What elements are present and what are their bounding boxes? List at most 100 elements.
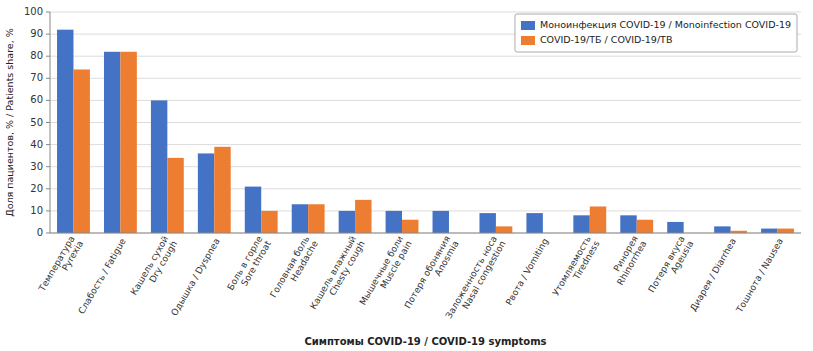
bar xyxy=(151,100,167,233)
y-tick xyxy=(46,210,50,211)
bar xyxy=(433,211,449,233)
bar xyxy=(496,226,512,233)
y-tick-label: 50 xyxy=(30,117,43,128)
bar xyxy=(292,204,308,233)
legend-label: Моноинфекция COVID-19 / Monoinfection CO… xyxy=(540,19,791,30)
x-tick-label: УтомляемостьTiredness xyxy=(551,234,602,303)
x-tick-line: Рвота / Vomiting xyxy=(504,237,550,307)
bar xyxy=(761,229,777,233)
bar xyxy=(479,213,495,233)
bar xyxy=(526,213,542,233)
x-tick-line: Заложенность носа xyxy=(444,234,500,320)
y-tick xyxy=(46,12,50,13)
y-tick-label: 80 xyxy=(30,50,43,61)
x-tick-line: Pyrexia xyxy=(60,239,85,273)
y-tick xyxy=(46,122,50,123)
bar xyxy=(261,211,277,233)
y-tick-label: 90 xyxy=(30,28,43,39)
x-tick-line: Ageusia xyxy=(669,239,696,275)
bar xyxy=(386,211,402,233)
y-tick-label: 60 xyxy=(30,94,43,105)
x-tick-line: Sore throat xyxy=(239,239,273,288)
x-tick-line: Диарея / Diarrhea xyxy=(688,237,738,314)
x-tick-label: Кашель влажныйChesty cough xyxy=(308,234,367,316)
x-tick-line: Tiredness xyxy=(571,239,602,282)
x-axis: ТемператураPyrexiaСлабость / Fatigue Каше… xyxy=(36,234,785,325)
x-axis-line xyxy=(50,233,801,234)
bar xyxy=(714,226,730,233)
bar xyxy=(308,204,324,233)
y-tick-label: 0 xyxy=(37,227,43,238)
y-tick xyxy=(46,34,50,35)
bar xyxy=(339,211,355,233)
legend: Моноинфекция COVID-19 / Monoinfection CO… xyxy=(515,14,797,52)
x-tick-line: Headache xyxy=(289,239,321,284)
x-tick-line: Тошнота / Nausea xyxy=(734,237,785,315)
bar xyxy=(667,222,683,233)
bar xyxy=(573,215,589,233)
x-tick-label: Тошнота / Nausea xyxy=(734,237,785,315)
x-tick-group: Одышка / Dyspnea xyxy=(169,237,222,318)
x-tick-label: Слабость / Fatigue xyxy=(76,236,128,316)
legend-swatch xyxy=(521,36,535,45)
x-tick-label: ТемператураPyrexia xyxy=(36,234,85,299)
bar xyxy=(637,220,653,233)
x-tick-label: Боль в горлеSore throat xyxy=(225,234,273,297)
y-tick-label: 70 xyxy=(30,72,43,83)
bar xyxy=(620,215,636,233)
y-tick xyxy=(46,233,50,234)
bar xyxy=(778,229,794,233)
x-tick-group: Тошнота / Nausea xyxy=(734,237,785,315)
x-tick-group: РинореяRhinorrhea xyxy=(606,234,648,287)
x-tick-label: Одышка / Dyspnea xyxy=(169,237,222,318)
x-tick-label: Диарея / Diarrhea xyxy=(688,237,738,314)
x-tick-line: Потеря обоняния xyxy=(402,234,452,310)
y-tick xyxy=(46,166,50,167)
grid-line xyxy=(50,78,801,79)
y-axis-label: Доля пациентов, % / Patients share, % xyxy=(4,28,15,216)
grid-line xyxy=(50,233,801,234)
x-tick-line: Слабость / Fatigue xyxy=(76,236,128,316)
x-tick-line: Одышка / Dyspnea xyxy=(169,237,222,318)
y-tick-label: 100 xyxy=(24,6,43,17)
x-tick-label: Заложенность носаNasal congestion xyxy=(444,234,508,325)
chart: 0102030405060708090100ТемператураPyrexia… xyxy=(0,0,813,351)
y-tick xyxy=(46,100,50,101)
x-tick-group: Слабость / Fatigue xyxy=(76,236,128,316)
bar xyxy=(167,158,183,233)
x-tick-line: Anosmia xyxy=(433,239,461,278)
y-axis: 0102030405060708090100 xyxy=(24,6,50,238)
x-tick-label: Головная больHeadache xyxy=(268,234,320,304)
bars xyxy=(57,30,794,233)
x-axis-label: Симптомы COVID-19 / COVID-19 symptoms xyxy=(304,336,546,347)
bar xyxy=(355,200,371,233)
x-tick-line: Chesty cough xyxy=(327,239,366,297)
bar xyxy=(73,69,89,233)
legend-swatch xyxy=(521,21,535,30)
x-tick-label: РинореяRhinorrhea xyxy=(606,234,648,287)
x-tick-group: Головная больHeadache xyxy=(268,234,320,304)
x-tick-label: Потеря вкусаAgeusia xyxy=(646,234,695,299)
bar xyxy=(120,52,136,233)
y-tick xyxy=(46,144,50,145)
y-tick xyxy=(46,188,50,189)
x-tick-group: Рвота / Vomiting xyxy=(504,237,550,307)
y-tick-label: 30 xyxy=(30,161,43,172)
bar xyxy=(57,30,73,233)
y-tick-label: 10 xyxy=(30,205,43,216)
x-tick-line: Dry cough xyxy=(147,239,179,284)
bar xyxy=(104,52,120,233)
y-tick xyxy=(46,78,50,79)
x-tick-group: ТемператураPyrexia xyxy=(36,234,85,299)
bar xyxy=(402,220,418,233)
grid xyxy=(50,12,801,233)
legend-label: COVID-19/ТБ / COVID-19/TB xyxy=(540,34,672,45)
x-tick-group: Кашель влажныйChesty cough xyxy=(308,234,367,316)
x-tick-group: Диарея / Diarrhea xyxy=(688,237,738,314)
y-tick xyxy=(46,56,50,57)
x-tick-line: Nasal congestion xyxy=(460,239,507,311)
y-axis-line xyxy=(50,12,51,233)
grid-line xyxy=(50,56,801,57)
y-tick-label: 20 xyxy=(30,183,43,194)
bar xyxy=(590,206,606,233)
